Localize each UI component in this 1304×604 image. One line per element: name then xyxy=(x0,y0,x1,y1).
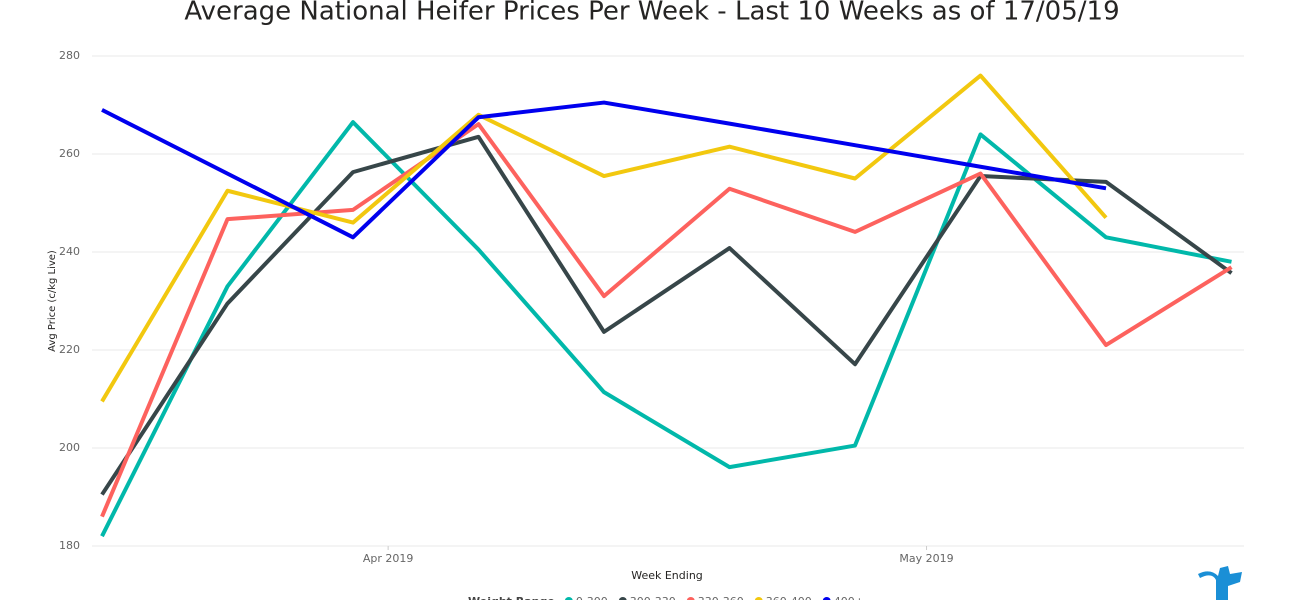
series-line xyxy=(100,122,1233,518)
y-tick-label: 220 xyxy=(59,343,80,356)
x-axis-label: Week Ending xyxy=(631,569,703,582)
x-tick-label: Apr 2019 xyxy=(363,552,414,565)
legend-label: 330-360 xyxy=(698,595,744,600)
legend-label: 360-400 xyxy=(766,595,812,600)
series-line xyxy=(100,73,1108,403)
y-tick-label: 240 xyxy=(59,245,80,258)
y-tick-label: 180 xyxy=(59,539,80,552)
series-line xyxy=(101,100,1107,240)
series-line xyxy=(100,134,1233,496)
logo xyxy=(1198,566,1242,600)
y-tick-label: 200 xyxy=(59,441,80,454)
legend-title: Weight Range xyxy=(468,595,555,600)
y-tick-label: 280 xyxy=(59,49,80,62)
y-axis-label: Avg Price (c/kg Live) xyxy=(47,250,58,352)
y-tick-label: 260 xyxy=(59,147,80,160)
legend-label: 300-330 xyxy=(630,595,676,600)
legend-label: 0-300 xyxy=(576,595,608,600)
series-line xyxy=(100,120,1232,538)
x-tick-label: May 2019 xyxy=(899,552,953,565)
chart-title: Average National Heifer Prices Per Week … xyxy=(184,0,1119,27)
legend-label: 400+ xyxy=(834,595,864,600)
